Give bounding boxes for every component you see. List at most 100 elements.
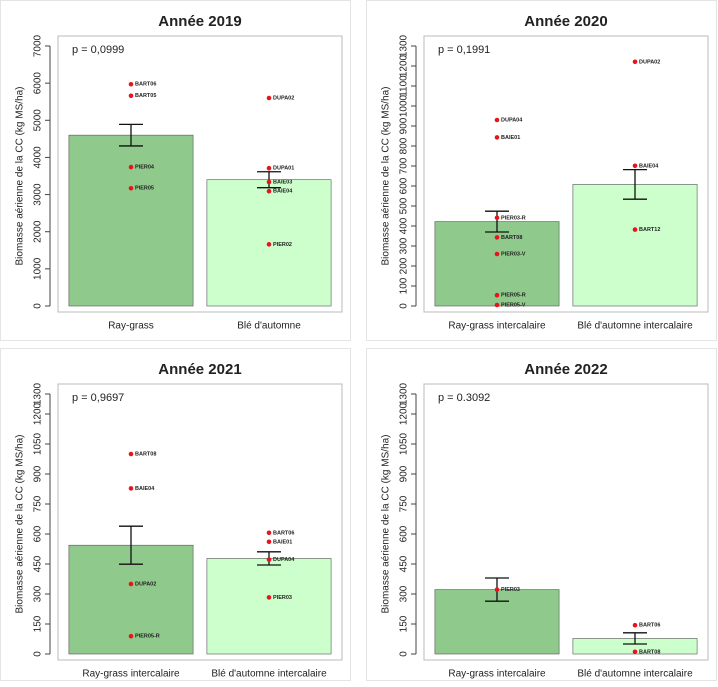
y-axis-label: Biomasse aérienne de la CC (kg MS/ha): [15, 435, 26, 614]
y-tick-label: 1300: [399, 34, 410, 57]
point-label: BAIE01: [273, 539, 292, 545]
point-label: DUPA01: [273, 166, 294, 172]
y-tick-label: 600: [399, 525, 410, 542]
plot-frame: [423, 383, 709, 661]
y-tick-label: 1200: [33, 402, 44, 425]
y-tick-label: 6000: [33, 72, 44, 95]
p-value: p = 0,9697: [72, 392, 124, 404]
data-point: [494, 292, 500, 298]
bar: [206, 558, 332, 655]
data-point: [266, 179, 272, 185]
data-point: [632, 163, 638, 169]
y-tick-label: 1050: [399, 432, 410, 455]
data-point: [494, 302, 500, 308]
y-tick-label: 600: [33, 525, 44, 542]
y-axis-label: Biomasse aérienne de la CC (kg MS/ha): [15, 87, 26, 266]
y-tick-label: 5000: [33, 109, 44, 132]
data-point: [266, 95, 272, 101]
x-tick-label: Blé d'automne intercalaire: [577, 321, 693, 332]
x-tick-label: Blé d'automne: [237, 321, 301, 332]
data-point: [128, 164, 134, 170]
y-tick-label: 1000: [399, 94, 410, 117]
chart-title: Année 2019: [158, 13, 241, 30]
data-point: [266, 188, 272, 194]
error-bar: [119, 123, 143, 147]
bar: [572, 184, 698, 307]
data-point: [632, 59, 638, 65]
y-tick-label: 4000: [33, 146, 44, 169]
panel-frame: [0, 348, 351, 681]
point-label: BART08: [501, 235, 522, 241]
data-point: [494, 117, 500, 123]
chart-title: Année 2021: [158, 361, 241, 378]
point-label: BAIE01: [501, 135, 520, 141]
y-tick-label: 900: [399, 117, 410, 134]
x-tick-label: Ray-grass intercalaire: [82, 669, 180, 680]
y-tick-label: 1200: [399, 54, 410, 77]
data-point: [128, 633, 134, 639]
p-value: p = 0,1991: [438, 44, 490, 56]
y-tick-label: 0: [33, 651, 44, 657]
point-label: BART12: [639, 227, 660, 233]
y-tick-label: 600: [399, 177, 410, 194]
panel-frame: [0, 0, 351, 341]
y-tick-label: 1100: [399, 75, 410, 97]
y-tick-label: 400: [399, 217, 410, 234]
data-point: [128, 581, 134, 587]
y-tick-label: 300: [399, 237, 410, 254]
x-tick-label: Ray-grass: [108, 321, 154, 332]
y-tick-label: 450: [33, 555, 44, 572]
data-point: [266, 557, 272, 562]
y-tick-label: 7000: [33, 34, 44, 57]
point-label: BAIE04: [639, 163, 659, 169]
point-label: BART08: [135, 451, 156, 457]
data-point: [632, 649, 638, 655]
point-label: BART05: [135, 93, 156, 99]
chart-title: Année 2020: [524, 13, 607, 30]
y-tick-label: 3000: [33, 183, 44, 206]
plot-frame: [57, 35, 343, 313]
y-tick-label: 900: [33, 465, 44, 482]
error-bar: [623, 168, 647, 200]
point-label: PIER05-R: [501, 293, 526, 299]
y-tick-label: 750: [399, 495, 410, 512]
x-tick-label: Blé d'automne intercalaire: [577, 669, 693, 680]
point-label: PIER03: [501, 587, 520, 593]
point-label: BART06: [273, 530, 294, 536]
data-point: [128, 93, 134, 99]
y-tick-label: 900: [399, 465, 410, 482]
point-label: PIER03-V: [501, 251, 526, 257]
point-label: DUPA02: [639, 59, 660, 65]
p-value: p = 0,0999: [72, 44, 124, 56]
point-label: BART06: [135, 82, 156, 88]
point-label: PIER05: [135, 186, 154, 192]
data-point: [266, 242, 272, 247]
y-tick-label: 1000: [33, 257, 44, 280]
panel-frame: [366, 348, 717, 681]
plot-frame: [423, 35, 709, 313]
point-label: BAIE03: [273, 179, 292, 185]
point-label: PIER04: [135, 165, 155, 171]
chart-title: Année 2022: [524, 361, 607, 378]
y-tick-label: 2000: [33, 220, 44, 243]
y-tick-label: 150: [33, 615, 44, 632]
y-tick-label: 500: [399, 197, 410, 214]
data-point: [632, 227, 638, 232]
y-tick-label: 450: [399, 555, 410, 572]
p-value: p = 0.3092: [438, 392, 490, 404]
y-tick-label: 300: [399, 585, 410, 602]
point-label: BAIE04: [135, 486, 155, 492]
point-label: BART06: [639, 623, 660, 629]
data-point: [494, 235, 500, 240]
y-tick-label: 200: [399, 257, 410, 274]
data-point: [128, 81, 134, 87]
error-bar: [623, 632, 647, 645]
point-label: DUPA02: [273, 95, 294, 101]
y-tick-label: 0: [399, 651, 410, 657]
error-bar: [485, 210, 509, 233]
y-tick-label: 750: [33, 495, 44, 512]
data-point: [494, 251, 500, 257]
y-tick-label: 300: [33, 585, 44, 602]
data-point: [494, 215, 500, 221]
